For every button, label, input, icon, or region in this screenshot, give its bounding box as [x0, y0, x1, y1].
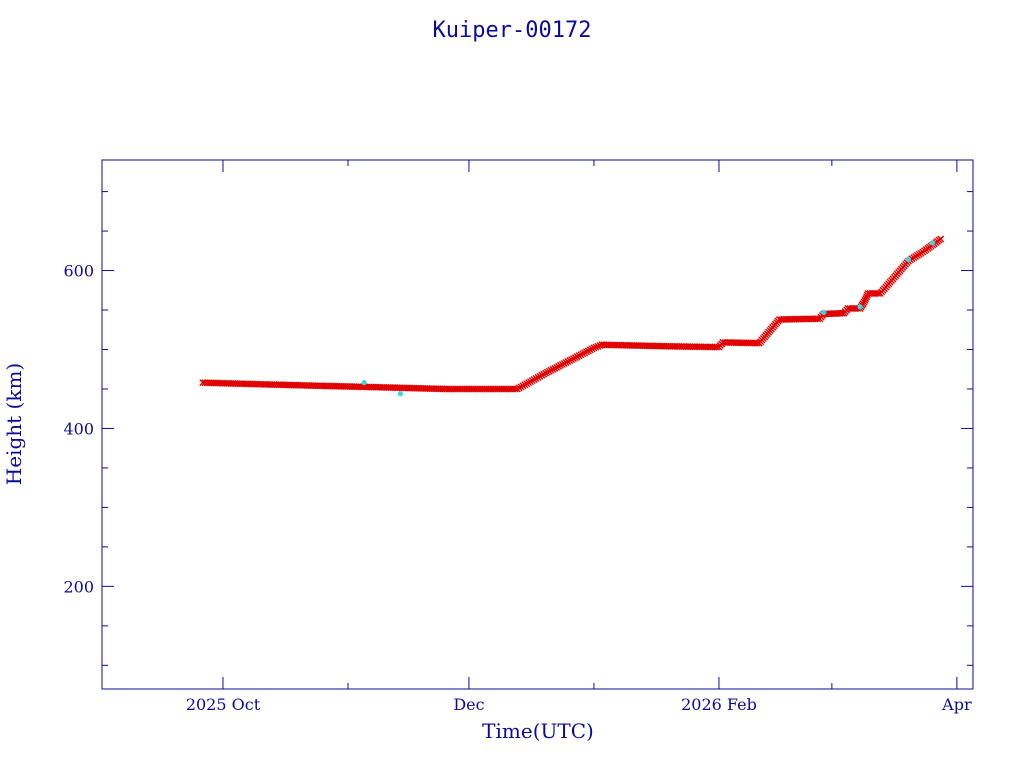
- x-axis-ticks: [101, 160, 958, 689]
- data-point: [905, 256, 912, 263]
- x-axis-label: Time(UTC): [482, 719, 594, 743]
- data-point: [930, 240, 936, 246]
- data-series: [199, 235, 945, 397]
- y-axis-tick-labels: 200 400 600: [63, 262, 94, 597]
- data-point: [361, 380, 367, 386]
- data-point: [592, 343, 600, 351]
- data-point: [753, 339, 761, 347]
- data-point: [594, 342, 602, 350]
- x-axis-tick-labels: 2025 Oct Dec 2026 Feb Apr: [186, 695, 972, 714]
- y-axis-label: Height (km): [2, 363, 26, 485]
- data-point: [937, 235, 945, 243]
- data-point: [874, 289, 882, 297]
- data-point: [590, 344, 598, 352]
- y-tick-label: 600: [63, 262, 94, 281]
- chart-title: Kuiper-00172: [433, 18, 592, 43]
- data-point: [857, 304, 863, 310]
- data-point: [821, 309, 827, 315]
- x-tick-label: 2025 Oct: [186, 695, 261, 714]
- data-point: [814, 315, 822, 323]
- x-tick-label: Apr: [941, 695, 972, 714]
- plot-frame: [101, 159, 974, 690]
- series-1: [361, 240, 936, 397]
- y-tick-label: 400: [63, 419, 94, 438]
- series-0: [199, 235, 945, 393]
- data-point: [713, 343, 721, 351]
- x-tick-label: Dec: [453, 695, 484, 714]
- x-tick-label: 2026 Feb: [681, 695, 757, 714]
- y-axis-ticks: [102, 191, 973, 666]
- data-point: [838, 309, 846, 317]
- data-point: [397, 391, 403, 397]
- y-tick-label: 200: [63, 577, 94, 596]
